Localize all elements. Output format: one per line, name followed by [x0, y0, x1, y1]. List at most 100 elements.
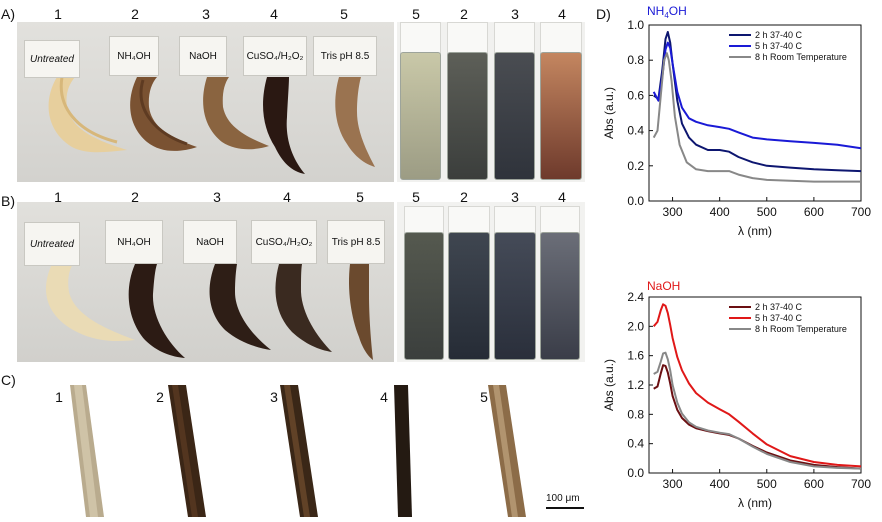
micrograph: [280, 385, 320, 517]
vial: [540, 52, 582, 180]
x-tick-label: 600: [804, 205, 824, 219]
series-line: [653, 31, 862, 173]
y-tick-label: 1.0: [627, 18, 644, 32]
micrograph-label: 2: [156, 389, 164, 405]
y-tick-label: 2.4: [627, 290, 644, 304]
vial-cap: [447, 22, 488, 54]
sample-card: NH₄OH: [105, 220, 163, 264]
micrograph-label: 5: [480, 389, 488, 405]
vial-number: 5: [412, 189, 420, 205]
y-tick-label: 0.0: [627, 466, 644, 480]
micrograph: [392, 385, 414, 517]
vial-cap: [494, 206, 536, 234]
vial: [540, 232, 580, 360]
y-tick-label: 0.8: [627, 53, 644, 67]
sample-number: 2: [131, 189, 139, 205]
vial-number: 3: [511, 189, 519, 205]
vial-number: 5: [412, 6, 420, 22]
legend-label: 8 h Room Temperature: [755, 324, 847, 334]
x-tick-label: 600: [804, 477, 824, 491]
y-axis-label: Abs (a.u.): [602, 87, 616, 139]
chart-title: NH4OH: [647, 4, 687, 20]
sample-card: Untreated: [24, 40, 80, 78]
sample-number: 4: [270, 6, 278, 22]
sample-number: 1: [54, 189, 62, 205]
vial: [404, 232, 444, 360]
y-tick-label: 0.4: [627, 124, 644, 138]
series-line: [652, 52, 861, 183]
vial-cap: [400, 22, 441, 54]
chart-naoh: NaOH 300 400 500 600 700 0.0 0.4 0.8 1.2 1.6 2.0 2.…: [602, 279, 871, 510]
series-line: [653, 364, 862, 470]
panel-label-c: C): [1, 372, 16, 388]
legend-label: 8 h Room Temperature: [755, 52, 847, 62]
hair-photo-b: Untreated NH₄OH NaOH CuSO₄/H₂O₂ Tris pH …: [17, 202, 394, 362]
x-tick-label: 500: [757, 205, 777, 219]
scale-bar-label: 100 μm: [546, 493, 580, 504]
y-tick-label: 0.8: [627, 407, 644, 421]
vial: [447, 52, 488, 180]
sample-card: NaOH: [183, 220, 237, 264]
scale-bar: [546, 507, 584, 509]
y-tick-label: 0.0: [627, 194, 644, 208]
sample-card: Untreated: [24, 222, 80, 266]
vial-cap: [540, 206, 580, 234]
x-tick-label: 400: [710, 477, 730, 491]
vial-number: 3: [511, 6, 519, 22]
sample-number: 5: [340, 6, 348, 22]
y-tick-label: 0.4: [627, 437, 644, 451]
micrograph: [488, 385, 528, 517]
vial-cap: [404, 206, 444, 234]
legend-label: 5 h 37-40 C: [755, 41, 803, 51]
micrograph: [168, 385, 208, 517]
vial-cap: [448, 206, 490, 234]
y-tick-label: 2.0: [627, 319, 644, 333]
vial: [494, 232, 536, 360]
x-axis-label: λ (nm): [738, 496, 772, 510]
vial-number: 4: [558, 189, 566, 205]
vial-number: 4: [558, 6, 566, 22]
panel-label-b: B): [1, 193, 15, 209]
vial: [400, 52, 441, 180]
y-tick-label: 1.6: [627, 349, 644, 363]
y-tick-label: 0.2: [627, 159, 644, 173]
vials-photo-b: [397, 202, 585, 362]
legend-label: 5 h 37-40 C: [755, 313, 803, 323]
hair-photo-a: Untreated NH₄OH NaOH CuSO₄/H₂O₂ Tris pH …: [17, 22, 394, 182]
chart-nh4oh: NH4OH 300 400 500 600 700 0.0 0.2 0.4 0.6 0.8 1.0 λ…: [602, 4, 871, 238]
y-tick-label: 0.6: [627, 88, 644, 102]
vial-number: 2: [460, 189, 468, 205]
sample-number: 5: [356, 189, 364, 205]
vial: [448, 232, 490, 360]
x-tick-label: 700: [851, 477, 871, 491]
sample-number: 4: [283, 189, 291, 205]
sample-number: 3: [213, 189, 221, 205]
sample-card: NaOH: [179, 36, 227, 76]
sample-card: Tris pH 8.5: [327, 220, 385, 264]
sample-number: 2: [131, 6, 139, 22]
sample-card: Tris pH 8.5: [313, 36, 377, 76]
sample-card: CuSO₄/H₂O₂: [251, 220, 317, 264]
legend-label: 2 h 37-40 C: [755, 30, 803, 40]
x-tick-label: 300: [663, 477, 683, 491]
micrograph-label: 4: [380, 389, 388, 405]
panel-label-a: A): [1, 6, 15, 22]
x-axis-label: λ (nm): [738, 224, 772, 238]
sample-number: 3: [202, 6, 210, 22]
series-line: [653, 351, 862, 470]
panel-label-d: D): [596, 6, 611, 22]
micrograph-label: 1: [55, 389, 63, 405]
series-line: [652, 41, 862, 150]
sample-number: 1: [54, 6, 62, 22]
sample-card: NH₄OH: [109, 36, 159, 76]
x-tick-label: 500: [757, 477, 777, 491]
x-tick-label: 700: [851, 205, 871, 219]
y-axis-label: Abs (a.u.): [602, 359, 616, 411]
x-tick-label: 400: [710, 205, 730, 219]
plot-frame: [648, 24, 862, 202]
x-tick-label: 300: [663, 205, 683, 219]
vial-cap: [494, 22, 535, 54]
micrograph: [64, 385, 104, 517]
chart-title: NaOH: [647, 279, 680, 293]
vial: [494, 52, 535, 180]
